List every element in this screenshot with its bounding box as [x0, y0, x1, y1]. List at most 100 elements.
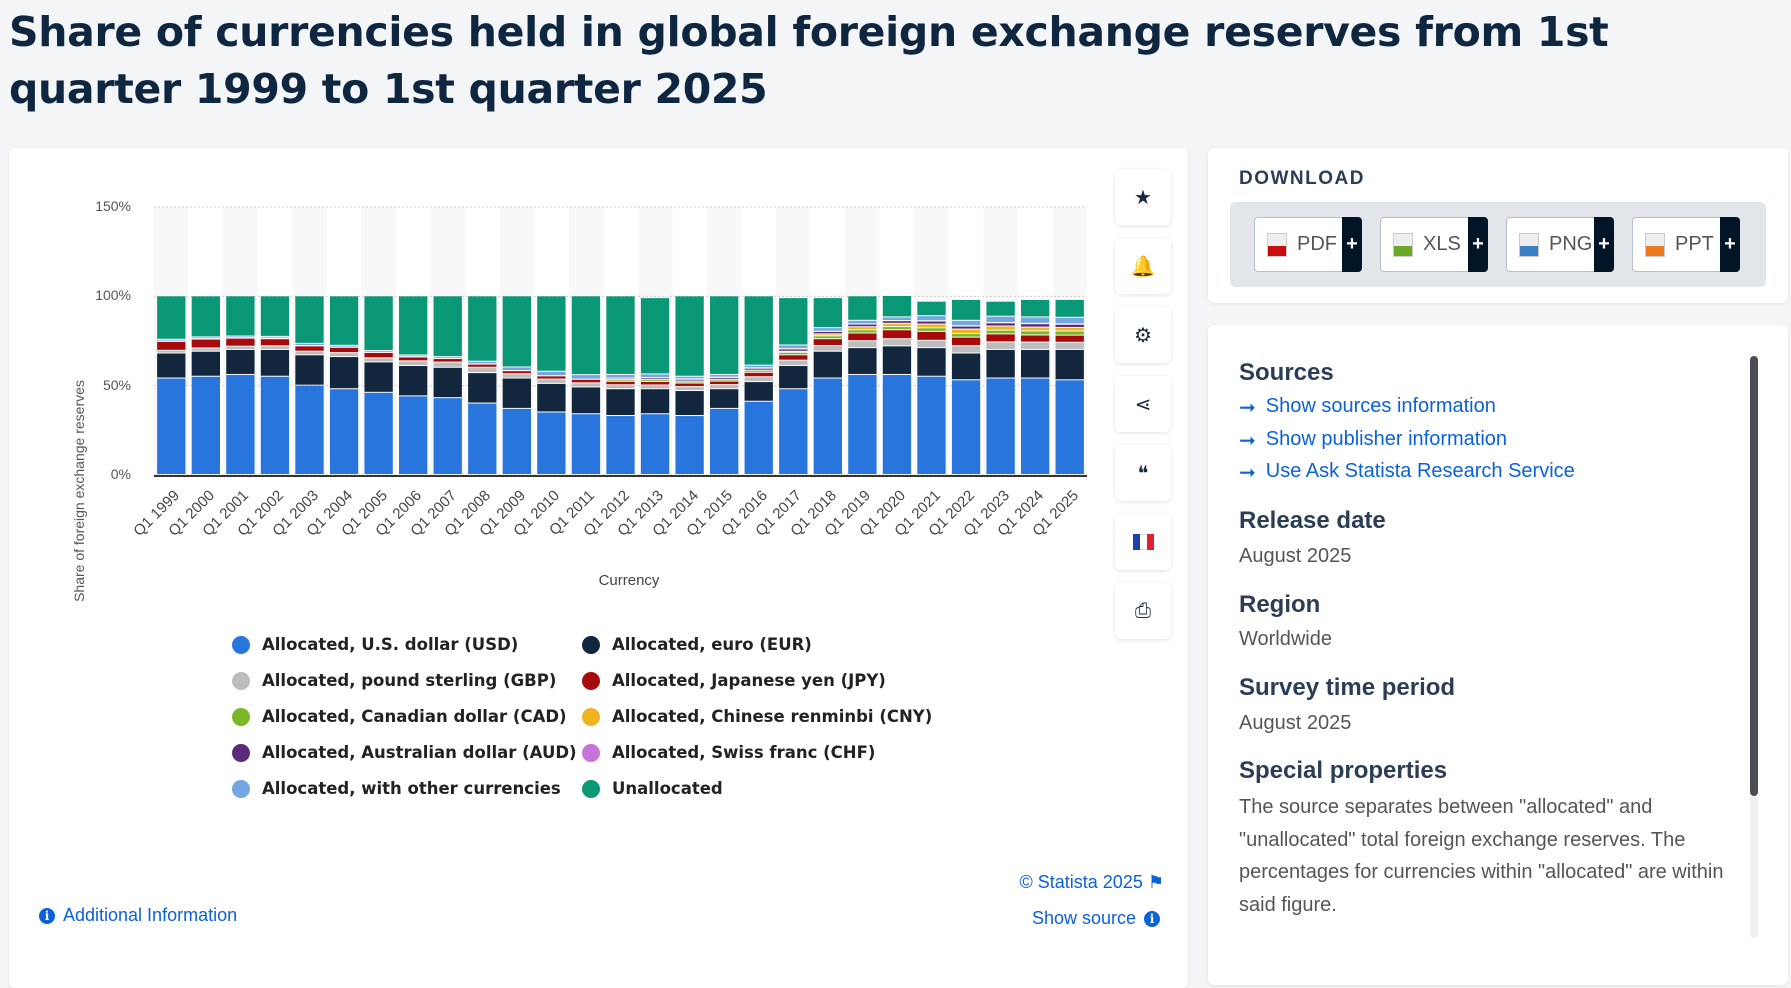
bar-segment: [952, 321, 980, 325]
share-icon: ⋖: [1135, 392, 1152, 417]
legend-item[interactable]: Allocated, Australian dollar (AUD): [232, 743, 577, 762]
bar-segment: [814, 339, 842, 345]
bar-segment: [399, 396, 427, 474]
bar-segment: [779, 298, 807, 344]
bar-segment: [503, 409, 531, 474]
bar-segment: [1021, 328, 1049, 331]
bar-segment: [364, 362, 392, 391]
bar-segment: [572, 296, 600, 374]
bar-segment: [330, 353, 358, 356]
bar-segment: [883, 317, 911, 320]
download-pdf-button[interactable]: PDF+: [1254, 217, 1362, 272]
special-properties-text: The source separates between "allocated"…: [1239, 791, 1729, 921]
bar-segment: [468, 404, 496, 474]
bar-segment: [606, 389, 634, 415]
legend-item[interactable]: Allocated, U.S. dollar (USD): [232, 635, 518, 654]
share-button[interactable]: ⋖: [1115, 376, 1171, 432]
scrollbar-thumb[interactable]: [1750, 356, 1758, 796]
pdf-file-icon: [1267, 233, 1287, 257]
legend-item[interactable]: Allocated, Chinese renminbi (CNY): [582, 707, 932, 726]
bar-segment: [986, 331, 1014, 334]
bar-segment: [917, 325, 945, 328]
region-heading: Region: [1239, 591, 1320, 619]
download-png-button[interactable]: PNG+: [1506, 217, 1614, 272]
bar-segment: [917, 322, 945, 324]
bar-segment: [434, 357, 462, 358]
legend-item[interactable]: Allocated, euro (EUR): [582, 635, 812, 654]
quote-button[interactable]: ❝: [1115, 445, 1171, 501]
show-sources-link[interactable]: ➞Show sources information: [1239, 395, 1496, 420]
bar-segment: [883, 339, 911, 345]
bar-segment: [503, 379, 531, 408]
bar-segment: [952, 300, 980, 320]
bar-segment: [814, 336, 842, 338]
release-date-heading: Release date: [1239, 507, 1386, 535]
bar-segment: [986, 317, 1014, 322]
release-date-value: August 2025: [1239, 545, 1351, 568]
gear-button[interactable]: ⚙: [1115, 307, 1171, 363]
bar-segment: [675, 296, 703, 375]
legend-item[interactable]: Allocated, Canadian dollar (CAD): [232, 707, 567, 726]
download-label: PNG: [1549, 233, 1592, 256]
bar-segment: [261, 296, 289, 336]
bell-button[interactable]: 🔔: [1115, 238, 1171, 294]
ask-statista-link[interactable]: ➞Use Ask Statista Research Service: [1239, 460, 1575, 485]
legend-item[interactable]: Allocated, with other currencies: [232, 779, 561, 798]
bar-segment: [295, 355, 323, 384]
plus-icon[interactable]: +: [1468, 217, 1488, 272]
bar-segment: [572, 375, 600, 378]
plus-icon[interactable]: +: [1594, 217, 1614, 272]
plus-icon[interactable]: +: [1720, 217, 1740, 272]
bar-segment: [814, 352, 842, 378]
bar-segment: [261, 346, 289, 349]
bar-segment: [986, 323, 1014, 325]
print-button[interactable]: ⎙: [1115, 583, 1171, 639]
bar-segment: [1021, 343, 1049, 349]
bar-segment: [537, 372, 565, 375]
bar-segment: [848, 375, 876, 474]
bar-segment: [399, 361, 427, 365]
flag-france-button[interactable]: [1115, 514, 1171, 570]
bar-segment: [641, 385, 669, 388]
bar-segment: [503, 374, 531, 377]
bar-segment: [537, 296, 565, 370]
copyright-link[interactable]: © Statista 2025 ⚑: [1020, 872, 1165, 893]
bar-segment: [468, 365, 496, 367]
bar-segment: [848, 296, 876, 319]
star-button[interactable]: ★: [1115, 169, 1171, 225]
bar-segment: [192, 296, 220, 336]
link-text: Show publisher information: [1266, 428, 1507, 453]
legend-item[interactable]: Unallocated: [582, 779, 723, 798]
show-publisher-link[interactable]: ➞Show publisher information: [1239, 428, 1507, 453]
bar-segment: [606, 296, 634, 374]
download-ppt-button[interactable]: PPT+: [1632, 217, 1740, 272]
bar-segment: [434, 368, 462, 397]
bar-segment: [779, 355, 807, 359]
sources-heading: Sources: [1239, 359, 1334, 387]
bar-segment: [1021, 317, 1049, 322]
bar-segment: [330, 296, 358, 344]
bar-segment: [1021, 300, 1049, 317]
legend-item[interactable]: Allocated, Japanese yen (JPY): [582, 671, 886, 690]
bar-segment: [641, 378, 669, 379]
bar-segment: [364, 358, 392, 361]
bar-segment: [814, 298, 842, 327]
link-text: Show sources information: [1266, 395, 1496, 420]
bar-segment: [986, 379, 1014, 474]
bar-segment: [399, 366, 427, 395]
bar-segment: [226, 347, 254, 349]
bar-segment: [157, 379, 185, 474]
bar-segment: [1056, 350, 1084, 379]
bar-segment: [779, 389, 807, 474]
legend-label: Unallocated: [612, 779, 723, 798]
legend-item[interactable]: Allocated, Swiss franc (CHF): [582, 743, 875, 762]
download-xls-button[interactable]: XLS+: [1380, 217, 1488, 272]
legend-item[interactable]: Allocated, pound sterling (GBP): [232, 671, 556, 690]
bar-segment: [1056, 380, 1084, 474]
bar-segment: [814, 328, 842, 331]
bar-segment: [226, 339, 254, 346]
bar-segment: [261, 339, 289, 345]
plus-icon[interactable]: +: [1342, 217, 1362, 272]
